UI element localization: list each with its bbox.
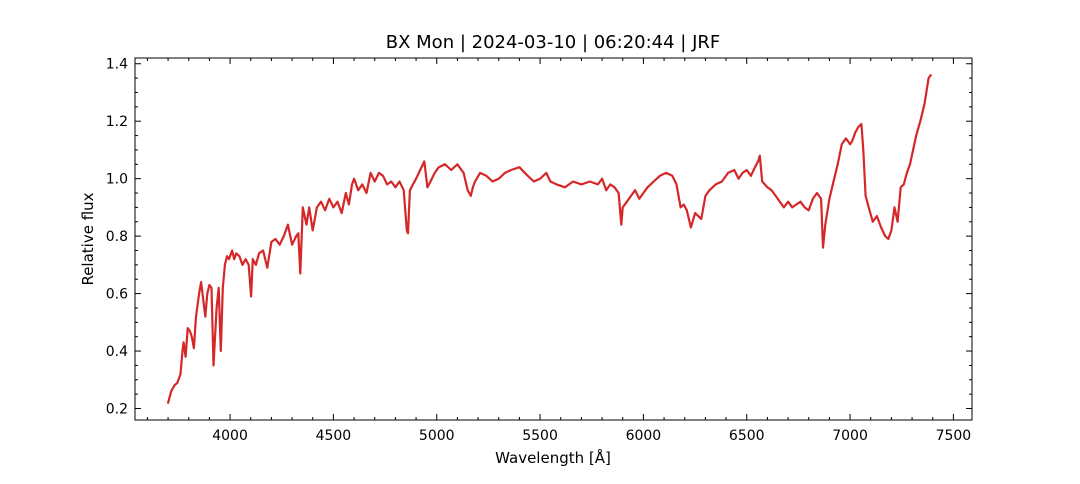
y-tick-label: 0.2 xyxy=(106,402,128,418)
series-line xyxy=(167,74,932,404)
x-axis: 4000 4500 5000 5500 6000 6500 7000 7500 xyxy=(146,58,972,444)
x-tick-label: 6500 xyxy=(729,428,765,444)
y-axis: 0.2 0.4 0.6 0.8 1.0 1.2 1.4 xyxy=(106,57,972,418)
x-tick-label: 7000 xyxy=(832,428,868,444)
y-tick-label: 0.8 xyxy=(106,229,128,245)
plot-frame xyxy=(134,57,973,421)
x-tick-label: 4000 xyxy=(212,428,248,444)
y-tick-label: 0.4 xyxy=(106,344,128,360)
x-tick-label: 5500 xyxy=(522,428,558,444)
y-tick-label: 1.0 xyxy=(106,172,128,188)
x-axis-label: Wavelength [Å] xyxy=(495,448,611,467)
chart-title: BX Mon | 2024-03-10 | 06:20:44 | JRF xyxy=(386,32,721,53)
x-tick-label: 7500 xyxy=(936,428,972,444)
y-axis-label: Relative flux xyxy=(79,192,97,285)
y-tick-label: 0.6 xyxy=(106,287,128,303)
y-tick-label: 1.2 xyxy=(106,114,128,130)
x-tick-label: 4500 xyxy=(316,428,352,444)
y-tick-label: 1.4 xyxy=(106,57,128,73)
x-tick-label: 5000 xyxy=(419,428,455,444)
x-tick-label: 6000 xyxy=(626,428,662,444)
